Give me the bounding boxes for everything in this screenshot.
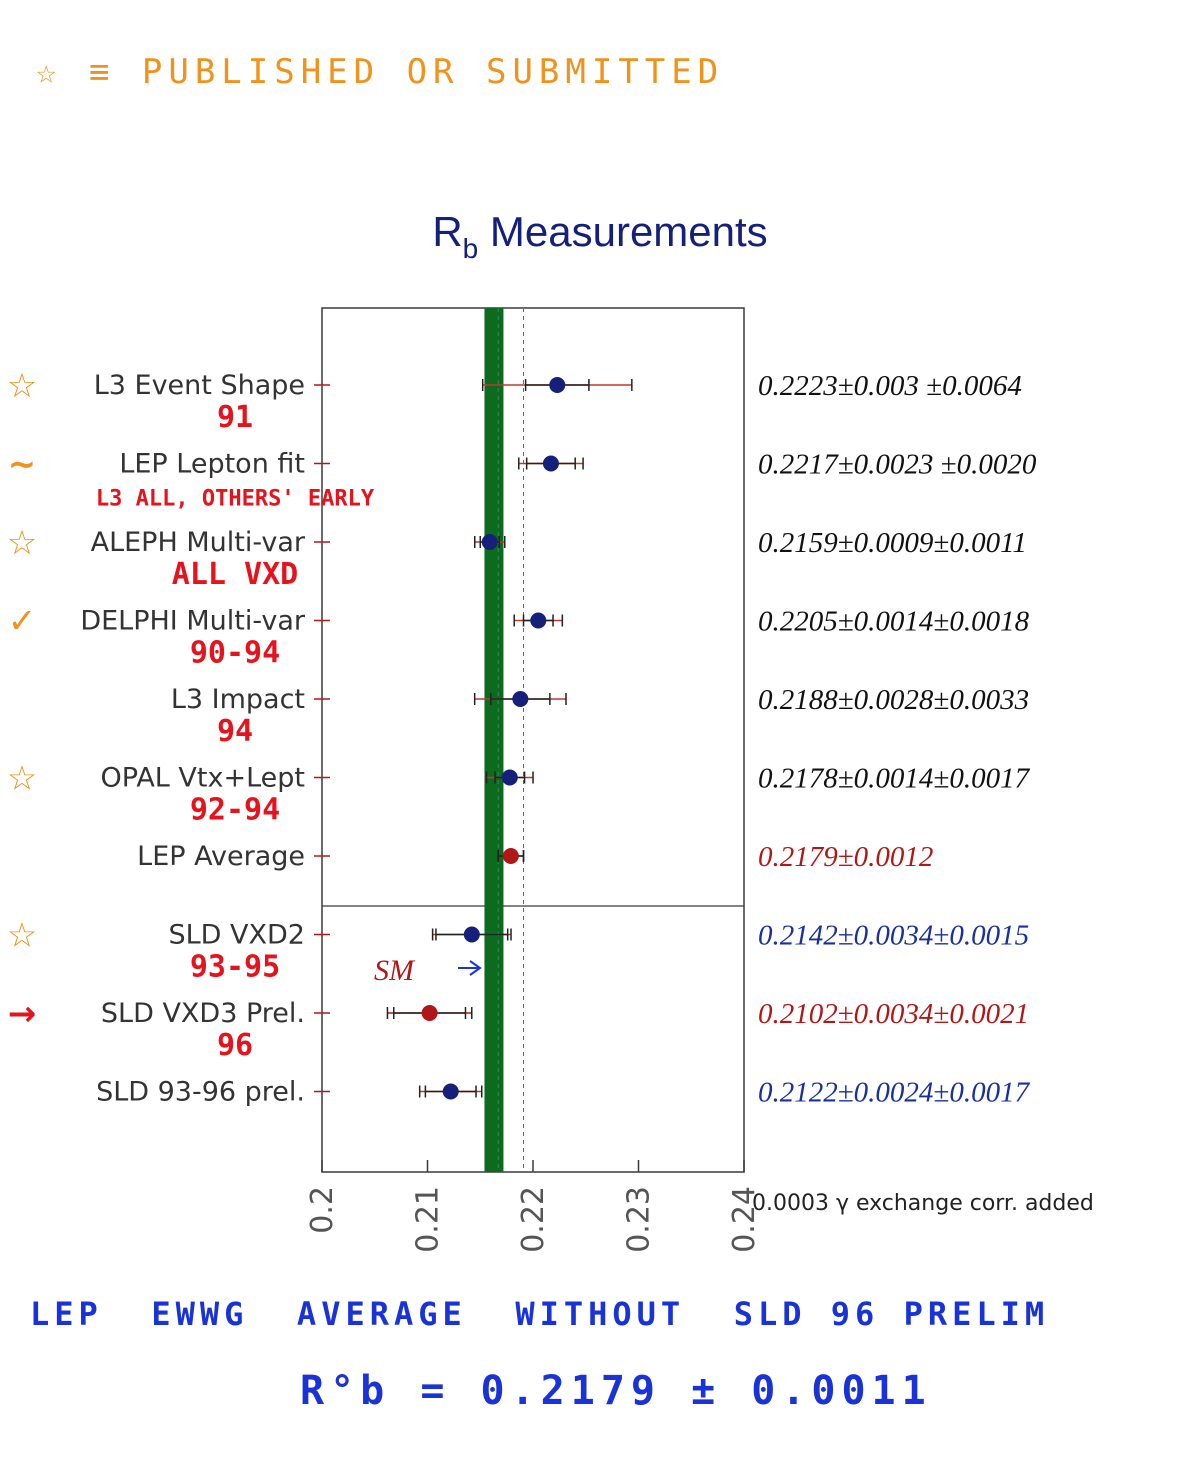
data-point xyxy=(442,1083,459,1100)
row-handwritten-note: ALL VXD xyxy=(172,557,298,592)
row-value-text: 0.2142±0.0034±0.0015 xyxy=(758,920,1029,952)
row-label: LEP Lepton fit xyxy=(119,449,305,480)
measurement-row: SLD 93-96 prel. 0.2122±0.0024±0.0017 xyxy=(96,1077,1031,1109)
row-value-text: 0.2205±0.0014±0.0018 xyxy=(758,606,1030,638)
data-point xyxy=(501,769,518,786)
data-point xyxy=(463,926,480,943)
row-handwritten-note: L3 ALL, OTHERS' EARLY xyxy=(96,487,375,512)
row-handwritten-note: 96 xyxy=(217,1028,253,1063)
row-value-text: 0.2217±0.0023 ±0.0020 xyxy=(758,449,1037,481)
x-tick-label: 0.23 xyxy=(622,1186,657,1253)
row-label: DELPHI Multi-var xyxy=(80,606,306,637)
row-value-text: 0.2188±0.0028±0.0033 xyxy=(758,684,1029,716)
measurement-row: LEP Average 0.2179±0.0012 xyxy=(137,841,933,873)
row-value-text: 0.2122±0.0024±0.0017 xyxy=(758,1077,1031,1109)
measurement-row: SLD VXD3 Prel.96 → 0.2102±0.0034±0.0021 xyxy=(8,994,1029,1063)
data-point xyxy=(530,612,547,629)
plot-frame xyxy=(321,307,745,1173)
row-handwritten-note: 93-95 xyxy=(190,950,280,985)
title-subscript: b xyxy=(462,233,479,264)
row-label: SLD VXD3 Prel. xyxy=(101,998,305,1029)
data-point xyxy=(421,1005,438,1021)
legend-note: ☆ ≡ PUBLISHED OR SUBMITTED xyxy=(36,52,725,92)
row-label: SLD 93-96 prel. xyxy=(96,1077,305,1108)
row-handwritten-note: 90-94 xyxy=(190,636,280,671)
plot-border xyxy=(321,307,745,1173)
tilde-icon: ∼ xyxy=(8,445,37,485)
bottom-result: R°b = 0.2179 ± 0.0011 xyxy=(300,1368,932,1414)
row-label: L3 Event Shape xyxy=(94,370,305,401)
sm-band xyxy=(484,308,504,1172)
row-label: OPAL Vtx+Lept xyxy=(101,763,305,794)
star-icon: ☆ xyxy=(7,759,37,799)
title-main: R xyxy=(432,208,463,255)
title-rest: Measurements xyxy=(478,208,768,255)
data-point xyxy=(542,455,559,472)
row-label: LEP Average xyxy=(137,841,305,872)
data-point xyxy=(502,848,519,864)
check-icon: ✓ xyxy=(8,602,37,642)
star-icon: ☆ xyxy=(7,366,37,406)
x-axis: 0.2 0.21 0.22 0.23 0.24 xyxy=(305,1160,762,1253)
row-value-text: 0.2178±0.0014±0.0017 xyxy=(758,763,1031,795)
row-value-text: 0.2102±0.0034±0.0021 xyxy=(758,998,1029,1030)
data-point xyxy=(549,377,566,393)
row-value-text: 0.2159±0.0009±0.0011 xyxy=(758,527,1027,559)
row-handwritten-note: 91 xyxy=(217,400,253,435)
bottom-annotation: LEP EWWG AVERAGE WITHOUT SLD 96 PRELIM xyxy=(30,1295,1050,1333)
star-icon: ☆ xyxy=(7,523,37,563)
sm-arrow xyxy=(458,960,482,976)
x-tick-label: 0.2 xyxy=(305,1186,340,1234)
x-tick-label: 0.22 xyxy=(516,1186,551,1253)
row-label: ALEPH Multi-var xyxy=(91,527,306,558)
sm-label: SM xyxy=(374,954,416,987)
row-label: L3 Impact xyxy=(171,684,305,715)
row-value-text: 0.2223±0.003 ±0.0064 xyxy=(758,370,1022,402)
x-tick-label: 0.24 xyxy=(727,1186,762,1253)
sm-band-layer xyxy=(484,308,525,1172)
arrow-icon: → xyxy=(8,994,37,1034)
chart-title: Rb Measurements xyxy=(0,208,1200,265)
footnote: 0.0003 γ exchange corr. added xyxy=(752,1191,1094,1216)
row-value-text: 0.2179±0.0012 xyxy=(758,841,933,873)
star-icon: ☆ xyxy=(7,916,37,956)
x-tick-label: 0.21 xyxy=(411,1186,446,1253)
data-point xyxy=(512,691,529,707)
row-handwritten-note: 92-94 xyxy=(190,793,280,828)
measurement-row: LEP Lepton fit L3 ALL, OTHERS' EARLY ∼ 0.22… xyxy=(8,445,1037,512)
row-label: SLD VXD2 xyxy=(169,920,306,951)
row-handwritten-note: 94 xyxy=(217,714,253,749)
data-point xyxy=(481,534,498,550)
